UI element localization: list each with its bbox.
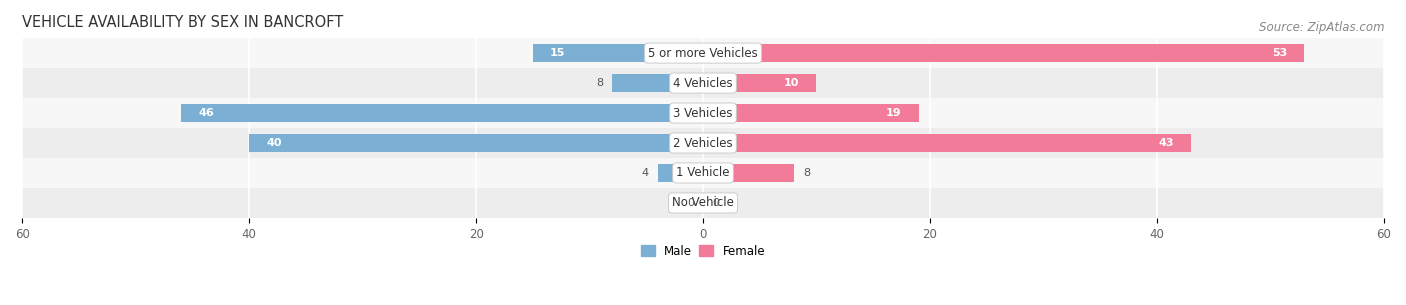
- Bar: [703, 134, 1191, 152]
- Legend: Male, Female: Male, Female: [636, 240, 770, 262]
- Bar: [612, 74, 703, 92]
- Text: 43: 43: [1159, 138, 1174, 148]
- Bar: [703, 45, 1305, 62]
- Text: 0: 0: [711, 198, 718, 208]
- Text: 0: 0: [688, 198, 695, 208]
- Bar: [703, 104, 918, 122]
- Bar: [22, 188, 1384, 218]
- Text: 15: 15: [550, 48, 565, 58]
- Text: 19: 19: [886, 108, 901, 118]
- Text: 8: 8: [596, 78, 603, 88]
- Text: 3 Vehicles: 3 Vehicles: [673, 106, 733, 120]
- Bar: [22, 38, 1384, 68]
- Text: 4 Vehicles: 4 Vehicles: [673, 77, 733, 90]
- Text: No Vehicle: No Vehicle: [672, 196, 734, 210]
- Text: 4: 4: [641, 168, 648, 178]
- Bar: [22, 158, 1384, 188]
- Bar: [22, 98, 1384, 128]
- Bar: [22, 68, 1384, 98]
- Bar: [533, 45, 703, 62]
- Text: 53: 53: [1272, 48, 1286, 58]
- Text: 46: 46: [198, 108, 214, 118]
- Text: 8: 8: [803, 168, 810, 178]
- Text: 10: 10: [785, 78, 800, 88]
- Text: 5 or more Vehicles: 5 or more Vehicles: [648, 47, 758, 59]
- Bar: [249, 134, 703, 152]
- Text: 2 Vehicles: 2 Vehicles: [673, 137, 733, 149]
- Bar: [703, 164, 794, 182]
- Bar: [703, 74, 817, 92]
- Bar: [181, 104, 703, 122]
- Text: VEHICLE AVAILABILITY BY SEX IN BANCROFT: VEHICLE AVAILABILITY BY SEX IN BANCROFT: [22, 15, 343, 30]
- Bar: [22, 128, 1384, 158]
- Bar: [658, 164, 703, 182]
- Text: Source: ZipAtlas.com: Source: ZipAtlas.com: [1260, 21, 1385, 34]
- Text: 1 Vehicle: 1 Vehicle: [676, 167, 730, 179]
- Text: 40: 40: [266, 138, 281, 148]
